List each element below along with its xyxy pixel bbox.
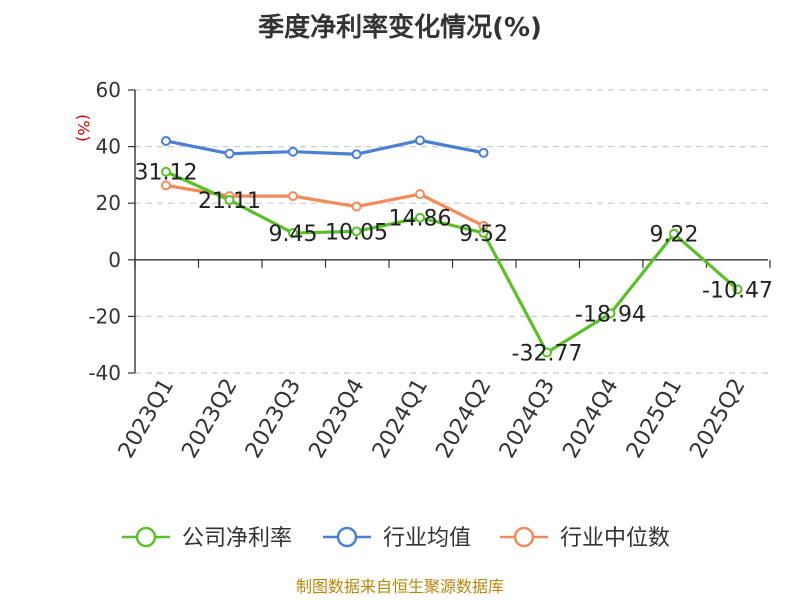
- data-point: [288, 146, 298, 157]
- y-tick-labels: 60 40 20 0 -20 -40: [88, 78, 121, 385]
- data-label: -10.47: [702, 278, 773, 303]
- data-point: [351, 149, 362, 160]
- data-label: -18.94: [575, 302, 646, 327]
- data-label: 21.11: [198, 189, 261, 214]
- x-tick-label: 2023Q1: [114, 375, 179, 463]
- data-point: [161, 166, 171, 177]
- legend-marker: [135, 526, 157, 548]
- data-point: [351, 226, 362, 237]
- data-label: 9.22: [650, 223, 699, 248]
- legend-marker: [513, 526, 535, 548]
- x-tick-label: 2024Q4: [558, 375, 623, 463]
- y-axis-unit: (%): [74, 114, 93, 142]
- chart-title: 季度净利率变化情况(%): [258, 12, 542, 43]
- series-line-1: [165, 170, 739, 355]
- source-note: 制图数据来自恒生聚源数据库: [296, 577, 504, 596]
- data-point: [478, 227, 489, 238]
- x-tick-label: 2025Q1: [622, 375, 687, 463]
- y-tick-label: 60: [96, 78, 121, 102]
- x-tick-label: 2024Q2: [431, 375, 496, 463]
- data-point: [605, 308, 616, 319]
- legend-label: 公司净利率: [182, 526, 292, 551]
- data-label: -32.77: [512, 342, 583, 367]
- data-point: [542, 347, 552, 358]
- legend: 公司净利率 行业均值 行业中位数: [122, 526, 670, 551]
- x-tick-label: 2024Q1: [368, 375, 433, 463]
- data-point: [669, 228, 679, 239]
- data-label: 9.52: [459, 222, 508, 247]
- x-tick-label: 2024Q3: [495, 375, 560, 463]
- data-point: [732, 284, 743, 295]
- x-tick-label: 2023Q2: [177, 375, 242, 463]
- legend-marker: [336, 526, 358, 548]
- legend-label: 行业中位数: [560, 526, 670, 551]
- axes: [134, 90, 771, 373]
- data-point: [288, 191, 298, 202]
- x-tick-label: 2023Q4: [304, 375, 369, 463]
- x-tick-label: 2023Q3: [241, 375, 306, 463]
- data-label: 14.86: [389, 207, 452, 232]
- data-point: [161, 135, 171, 146]
- x-tick-labels: 2023Q12023Q22023Q32023Q42024Q12024Q22024…: [114, 375, 751, 463]
- series-lines: [161, 135, 743, 358]
- data-label: 10.05: [325, 220, 388, 245]
- data-point: [478, 147, 489, 158]
- y-tick-label: 0: [108, 248, 121, 272]
- data-label: 31.12: [135, 161, 198, 186]
- data-point: [224, 195, 235, 206]
- y-tick-label: -20: [88, 304, 121, 328]
- data-point: [161, 180, 171, 191]
- y-tick-label: -40: [88, 361, 121, 385]
- series-line-2: [165, 138, 484, 156]
- y-tick-label: 40: [96, 135, 121, 159]
- data-point: [288, 228, 298, 239]
- gridlines: [128, 89, 768, 374]
- y-tick-label: 20: [96, 191, 121, 215]
- data-point: [224, 148, 235, 159]
- data-point: [415, 189, 425, 200]
- data-point: [415, 212, 425, 223]
- legend-label: 行业均值: [383, 526, 471, 551]
- data-point: [351, 201, 362, 212]
- data-label: 9.45: [269, 222, 318, 247]
- data-point: [415, 135, 425, 146]
- x-tick-label: 2025Q2: [685, 375, 750, 463]
